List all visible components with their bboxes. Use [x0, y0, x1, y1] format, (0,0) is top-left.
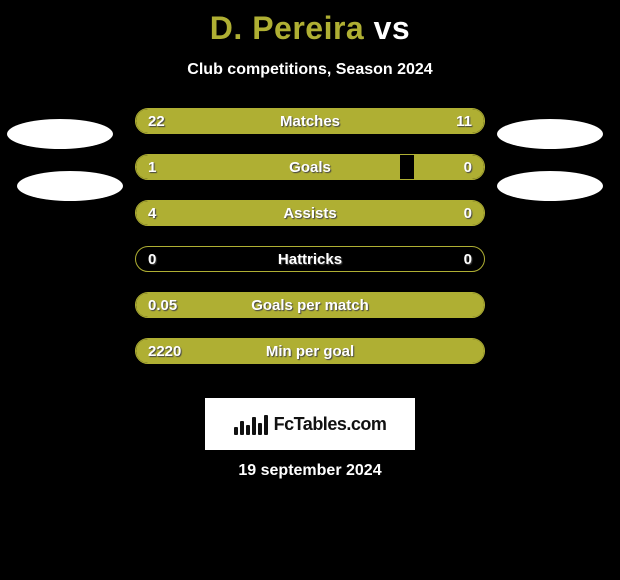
stat-label: Hattricks [136, 247, 484, 271]
stat-row: 2211Matches [135, 108, 485, 134]
chart-icon-bar [234, 427, 238, 435]
stat-value-left: 0 [136, 247, 168, 271]
stat-row: 0 0Hattricks [135, 246, 485, 272]
subtitle: Club competitions, Season 2024 [0, 61, 620, 79]
stat-value-left: 22 [136, 109, 177, 133]
stat-value-left: 0.05 [136, 293, 189, 317]
chart-icon-bar [258, 423, 262, 435]
stat-row: 40Assists [135, 200, 485, 226]
stat-bars: 2211Matches10Goals40Assists00Hattricks0.… [135, 108, 485, 384]
stat-value-left: 2220 [136, 339, 193, 363]
player-photo-left-2 [17, 171, 123, 201]
branding-badge: FcTables.com [205, 398, 415, 450]
chart-icon-bar [240, 421, 244, 435]
stat-value-right: 0 [452, 247, 484, 271]
stat-value-right: 0 [452, 201, 484, 225]
stat-row: 2220Min per goal [135, 338, 485, 364]
stat-value-left: 4 [136, 201, 168, 225]
stat-fill-left [136, 201, 484, 225]
stat-value-left: 1 [136, 155, 168, 179]
player-photo-right-1 [497, 119, 603, 149]
stat-row: 10Goals [135, 154, 485, 180]
chart-icon-bar [264, 415, 268, 435]
chart-icon [234, 413, 268, 435]
chart-icon-bar [246, 425, 250, 435]
player-photo-right-2 [497, 171, 603, 201]
player-photo-left-1 [7, 119, 113, 149]
stat-row: 0.05Goals per match [135, 292, 485, 318]
title-player: D. Pereira [210, 10, 364, 46]
date-label: 19 september 2024 [0, 462, 620, 480]
stat-value-right: 11 [444, 109, 484, 133]
chart-icon-bar [252, 417, 256, 435]
stat-value-right: 0 [452, 155, 484, 179]
page-title: D. Pereira vs [0, 0, 620, 47]
branding-text: FcTables.com [274, 414, 387, 435]
stat-fill-left [136, 155, 400, 179]
title-vs: vs [374, 10, 411, 46]
